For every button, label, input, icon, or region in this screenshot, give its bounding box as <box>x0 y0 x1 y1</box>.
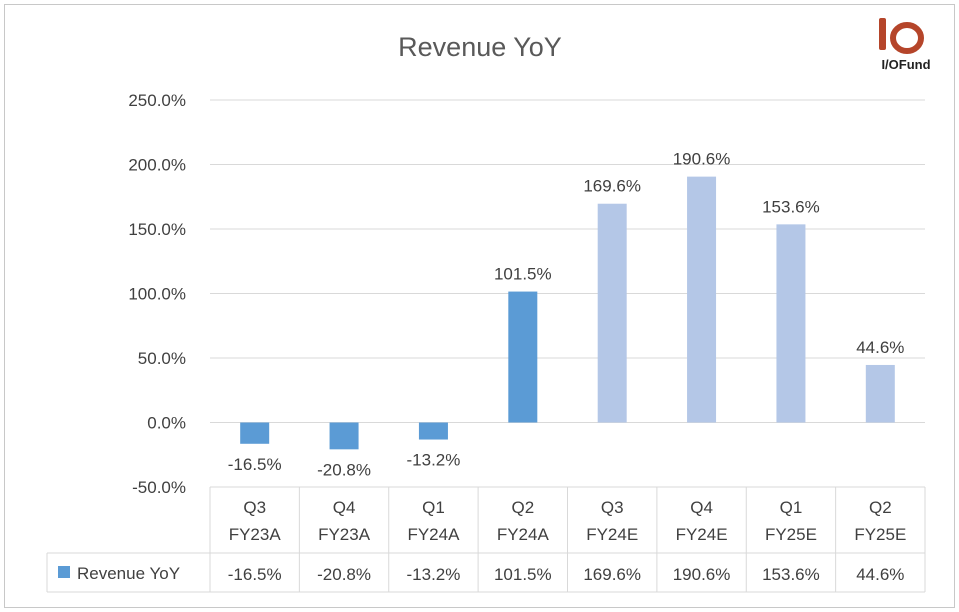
legend-swatch <box>58 566 70 578</box>
table-value: 44.6% <box>856 565 904 584</box>
y-tick-label: 150.0% <box>128 220 186 239</box>
data-label: 169.6% <box>583 177 641 196</box>
table-value: -13.2% <box>407 565 461 584</box>
y-axis-ticks: 250.0% 200.0% 150.0% 100.0% 50.0% 0.0% -50.0% <box>128 91 186 497</box>
x-tick-label: Q1 <box>422 498 445 517</box>
x-tick-label: Q1 <box>780 498 803 517</box>
bar <box>597 203 627 423</box>
x-tick-label: FY24A <box>497 525 550 544</box>
bar <box>240 422 270 444</box>
table-value: 101.5% <box>494 565 552 584</box>
bar <box>329 422 359 450</box>
data-labels: -16.5% -20.8% -13.2% 101.5% 169.6% 190.6% 153.… <box>228 150 905 480</box>
x-tick-label: FY24E <box>586 525 638 544</box>
x-tick-label: FY24E <box>676 525 728 544</box>
x-tick-label: Q2 <box>869 498 892 517</box>
bar <box>865 364 895 423</box>
table-value: 190.6% <box>673 565 731 584</box>
table-value: 169.6% <box>583 565 641 584</box>
chart-title: Revenue YoY <box>398 32 562 62</box>
bars <box>240 176 895 450</box>
data-label: 153.6% <box>762 197 820 216</box>
y-tick-label: 250.0% <box>128 91 186 110</box>
data-label: 101.5% <box>494 265 552 284</box>
legend-label: Revenue YoY <box>77 564 180 583</box>
data-label: -16.5% <box>228 455 282 474</box>
data-label: 190.6% <box>673 150 731 169</box>
logo-bar <box>879 18 886 50</box>
data-label: -13.2% <box>407 451 461 470</box>
x-tick-label: FY25E <box>854 525 906 544</box>
table-value: -16.5% <box>228 565 282 584</box>
bar <box>776 224 806 423</box>
y-tick-label: 50.0% <box>138 349 186 368</box>
x-tick-label: FY25E <box>765 525 817 544</box>
x-tick-label: Q3 <box>601 498 624 517</box>
bar <box>418 422 448 440</box>
x-tick-label: Q2 <box>511 498 534 517</box>
y-tick-label: 0.0% <box>147 414 186 433</box>
y-tick-label: -50.0% <box>132 478 186 497</box>
x-tick-label: Q4 <box>333 498 356 517</box>
x-tick-label: FY23A <box>229 525 282 544</box>
x-tick-label: Q4 <box>690 498 713 517</box>
logo-circle <box>890 22 925 54</box>
x-tick-label: FY24A <box>407 525 460 544</box>
y-tick-label: 100.0% <box>128 285 186 304</box>
bar <box>687 176 717 423</box>
data-table: Q3 FY23A -16.5% Q4 FY23A -20.8% Q1 FY24A -13.2% Q… <box>46 487 926 593</box>
x-tick-label: FY23A <box>318 525 371 544</box>
x-tick-label: Q3 <box>243 498 266 517</box>
table-value: -20.8% <box>317 565 371 584</box>
io-fund-logo: I/OFund <box>879 18 931 72</box>
data-label: 44.6% <box>856 338 904 357</box>
gridlines <box>210 99 925 488</box>
logo-name: I/OFund <box>881 57 930 72</box>
data-label: -20.8% <box>317 460 371 479</box>
table-value: 153.6% <box>762 565 820 584</box>
bar <box>508 291 538 423</box>
y-tick-label: 200.0% <box>128 156 186 175</box>
